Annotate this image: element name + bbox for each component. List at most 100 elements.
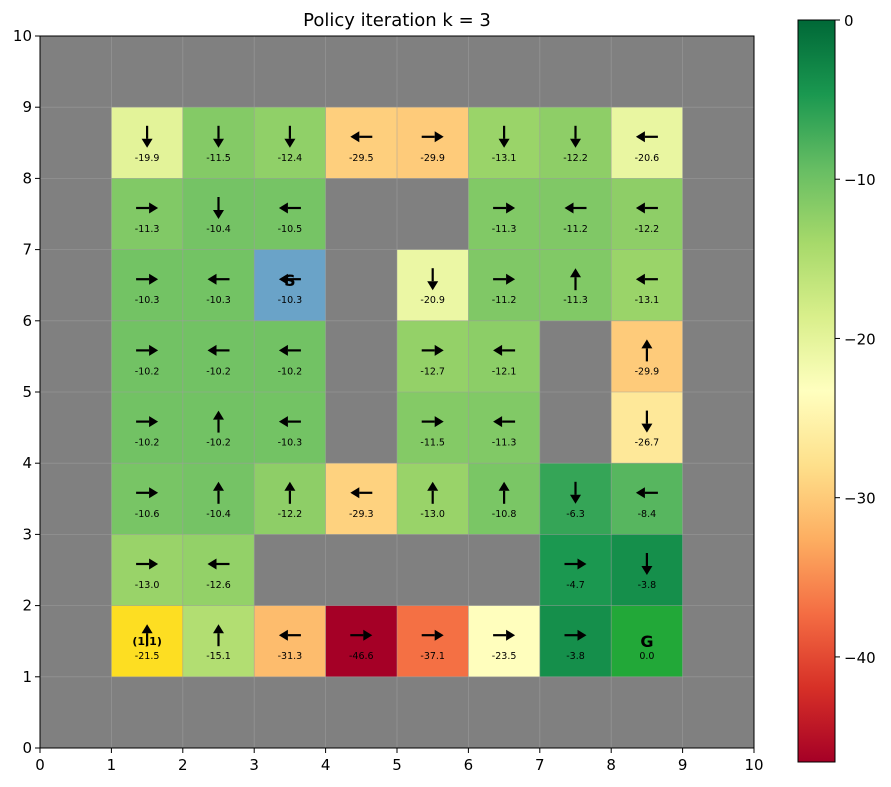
policy-arrow-head	[207, 273, 217, 285]
policy-arrow-head	[641, 566, 653, 575]
colorbar-bar	[797, 19, 836, 763]
policy-arrow-head	[213, 624, 224, 634]
cell-value-label: -10.3	[278, 295, 303, 306]
policy-arrow-head	[577, 558, 587, 570]
policy-arrow-head	[427, 481, 439, 491]
cell-value-label: -10.4	[206, 224, 231, 235]
cell-value-label: -26.7	[635, 438, 660, 449]
policy-arrow-head	[213, 481, 224, 491]
cell	[254, 249, 326, 321]
policy-arrow-head	[498, 138, 510, 148]
cell-value-label: -10.2	[135, 366, 160, 377]
cell	[111, 534, 183, 606]
policy-arrow-head	[434, 131, 444, 143]
policy-arrow-head	[493, 344, 503, 356]
plot-area: -19.9 -11.5 -12.4 -29.5 -29.9 -13.1 -12.2 -20.6…	[13, 27, 764, 774]
y-tick-label: 0	[22, 739, 32, 757]
cell-value-label: -12.4	[278, 153, 303, 164]
x-tick-label: 8	[606, 756, 616, 774]
cell	[468, 392, 540, 464]
cell	[325, 605, 397, 677]
cell-value-label: -10.2	[135, 438, 160, 449]
cell	[397, 605, 469, 677]
goal-label: G	[640, 632, 653, 651]
cell-value-label: -29.3	[349, 509, 374, 520]
policy-arrow-head	[434, 344, 444, 356]
y-tick-label: 3	[22, 525, 32, 543]
cell	[182, 320, 255, 392]
cell-value-label: -12.1	[492, 366, 517, 377]
cell-value-label: -12.6	[206, 580, 231, 591]
cell-value-label: -13.1	[635, 295, 660, 306]
policy-arrow-head	[635, 273, 645, 285]
cell-value-label: -10.3	[278, 438, 303, 449]
cell	[611, 178, 683, 250]
policy-arrow-head	[641, 423, 653, 433]
cell-value-label: -13.1	[492, 153, 517, 164]
colorbar-tick-label: −40	[844, 649, 876, 667]
y-tick-label: 5	[22, 383, 32, 401]
cell	[254, 320, 326, 392]
cell	[111, 178, 183, 250]
cell-value-label: 0.0	[639, 651, 654, 662]
cell-value-label: -29.9	[635, 366, 660, 377]
policy-arrow-head	[149, 273, 159, 285]
policy-arrow-head	[207, 344, 217, 356]
cell	[111, 463, 183, 535]
policy-arrow-head	[149, 558, 159, 570]
x-tick-label: 0	[35, 756, 45, 774]
cell-value-label: -10.2	[206, 438, 231, 449]
policy-arrow-head	[570, 494, 581, 504]
cell-value-label: -12.2	[563, 153, 588, 164]
policy-arrow-head	[278, 273, 288, 285]
policy-arrow-head	[278, 344, 288, 356]
cell	[468, 605, 540, 677]
cell-value-label: -29.9	[420, 153, 445, 164]
cell	[111, 320, 183, 392]
chart-title: Policy iteration k = 3	[303, 10, 491, 31]
cell-value-label: -10.3	[135, 295, 160, 306]
cell	[254, 392, 326, 464]
policy-arrow-head	[149, 344, 159, 356]
policy-arrow-head	[363, 629, 373, 641]
cell	[539, 178, 612, 250]
cell-value-label: -21.5	[135, 651, 160, 662]
cell	[111, 392, 183, 464]
y-tick-label: 2	[22, 597, 32, 615]
policy-arrow-head	[149, 416, 159, 428]
cell-value-label: -11.3	[563, 295, 588, 306]
y-tick-label: 4	[22, 454, 32, 472]
cell	[182, 534, 255, 606]
policy-arrow-head	[427, 281, 439, 291]
y-tick-label: 9	[22, 98, 32, 116]
x-tick-label: 6	[464, 756, 474, 774]
y-tick-label: 1	[22, 668, 32, 686]
cell	[254, 178, 326, 250]
policy-arrow-head	[141, 138, 153, 148]
policy-arrow-head	[213, 138, 224, 148]
cell	[468, 320, 540, 392]
cell-value-label: -11.5	[206, 153, 231, 164]
cell	[111, 249, 183, 321]
policy-arrow-head	[570, 268, 581, 278]
policy-arrow-head	[278, 416, 288, 428]
cell-value-label: -20.6	[635, 153, 660, 164]
policy-arrow-head	[213, 410, 224, 420]
policy-arrow-head	[506, 273, 516, 285]
cell-value-label: -13.0	[135, 580, 160, 591]
policy-arrow-head	[207, 558, 217, 570]
colorbar-tick-label: −30	[844, 490, 876, 508]
cell-value-label: -20.9	[420, 295, 445, 306]
x-tick-label: 4	[321, 756, 331, 774]
cell	[611, 249, 683, 321]
cell-value-label: -3.8	[638, 580, 657, 591]
policy-arrow-head	[577, 629, 587, 641]
cell-value-label: -13.0	[420, 509, 445, 520]
x-tick-label: 9	[678, 756, 688, 774]
cell	[397, 392, 469, 464]
cell	[611, 605, 683, 677]
cell	[397, 320, 469, 392]
cell-value-label: -10.3	[206, 295, 231, 306]
cell	[254, 605, 326, 677]
policy-arrow-head	[570, 138, 581, 148]
